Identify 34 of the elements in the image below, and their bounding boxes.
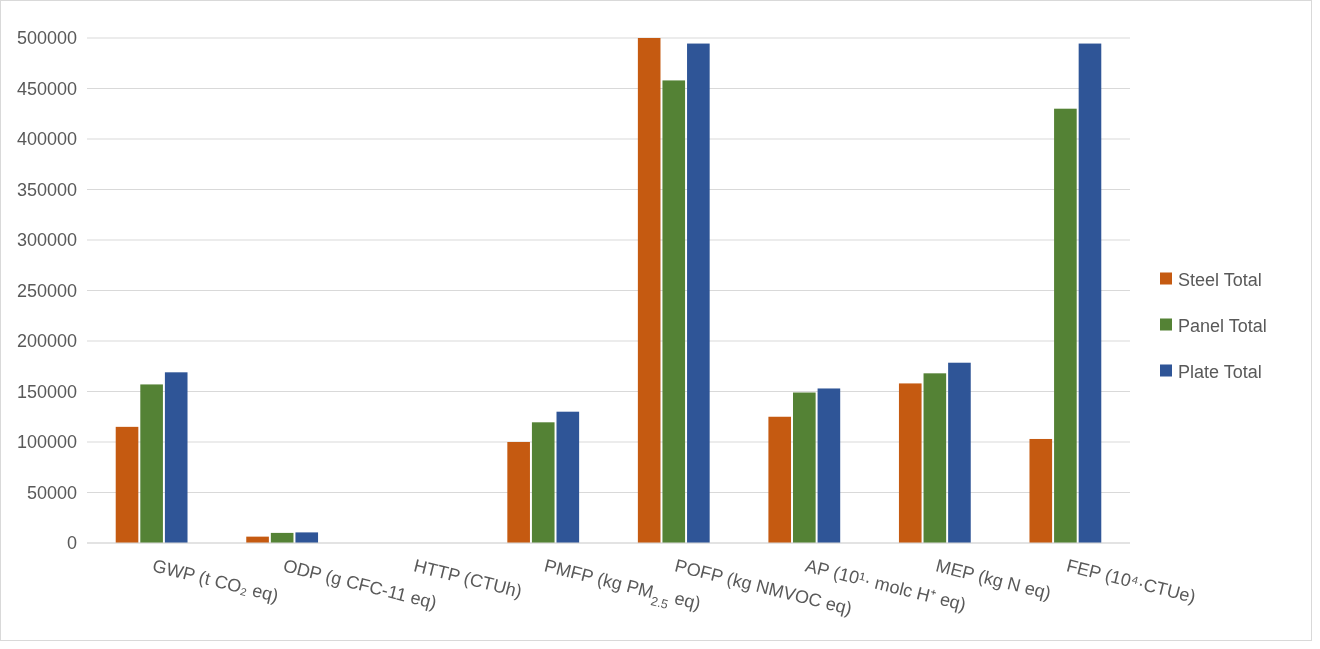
bar bbox=[164, 372, 188, 543]
bar bbox=[531, 422, 555, 543]
bar bbox=[556, 411, 580, 543]
y-tick-label: 350000 bbox=[16, 179, 77, 200]
y-tick-label: 500000 bbox=[16, 28, 77, 49]
y-tick-label: 200000 bbox=[16, 331, 77, 352]
y-tick-label: 400000 bbox=[16, 129, 77, 150]
bar bbox=[923, 373, 947, 543]
legend-label: Plate Total bbox=[1178, 361, 1262, 382]
y-tick-label: 50000 bbox=[26, 482, 77, 503]
bar bbox=[295, 532, 319, 543]
bar bbox=[140, 384, 163, 543]
bar bbox=[687, 43, 710, 543]
bar bbox=[507, 442, 530, 543]
y-tick-label: 0 bbox=[66, 533, 77, 554]
bar bbox=[898, 383, 922, 543]
bar bbox=[768, 416, 792, 543]
bar bbox=[1029, 438, 1053, 543]
bar bbox=[793, 392, 816, 543]
y-tick-label: 300000 bbox=[16, 230, 77, 251]
bar bbox=[817, 388, 841, 543]
legend-label: Panel Total bbox=[1178, 315, 1267, 336]
bar bbox=[115, 426, 139, 543]
bar bbox=[662, 80, 686, 543]
y-tick-label: 250000 bbox=[16, 280, 77, 301]
y-tick-label: 450000 bbox=[16, 78, 77, 99]
x-tick-label: GWP (t CO₂ eq) bbox=[150, 555, 281, 607]
y-tick-label: 100000 bbox=[16, 432, 77, 453]
y-tick-label: 150000 bbox=[16, 381, 77, 402]
bar bbox=[948, 362, 971, 543]
bar bbox=[1054, 108, 1077, 543]
bar bbox=[637, 38, 661, 543]
legend-label: Steel Total bbox=[1178, 269, 1262, 290]
bar bbox=[1078, 43, 1102, 543]
